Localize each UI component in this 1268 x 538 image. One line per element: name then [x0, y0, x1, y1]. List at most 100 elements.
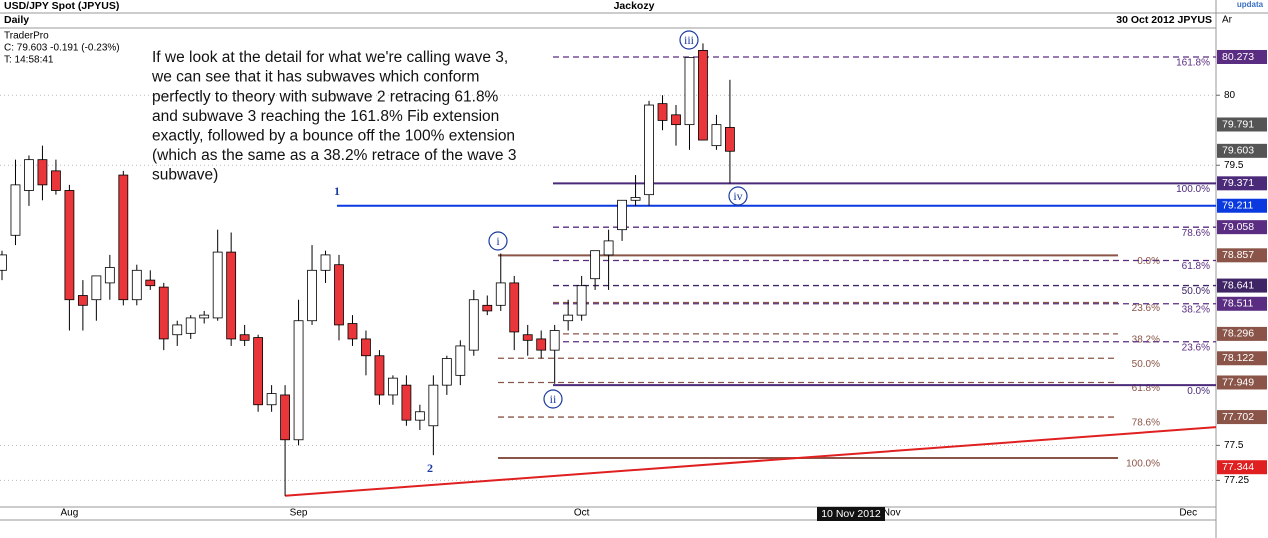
price-box — [1217, 351, 1267, 366]
price-box-label: 77.949 — [1222, 376, 1254, 388]
candle-body — [104, 267, 115, 284]
candle-body — [441, 358, 452, 386]
price-box-label: 79.058 — [1222, 221, 1254, 233]
candle-body — [388, 377, 398, 396]
wave-label: 2 — [427, 461, 433, 475]
fib-label: 61.8% — [1132, 383, 1160, 394]
candle-body — [630, 197, 641, 201]
candle-body — [253, 337, 264, 406]
x-tick-label: Oct — [574, 508, 590, 519]
annotation-line: perfectly to theory with subwave 2 retra… — [152, 88, 499, 105]
info-line: TraderPro — [4, 31, 49, 42]
price-box — [1217, 49, 1267, 64]
wave-label: ii — [550, 392, 557, 406]
candle-body — [428, 384, 439, 427]
price-box — [1217, 117, 1267, 132]
price-box-label: 78.641 — [1222, 279, 1254, 291]
price-box-label: 80.273 — [1222, 51, 1254, 63]
candle-body — [671, 114, 681, 126]
candle-body — [118, 174, 129, 301]
annotation-line: If we look at the detail for what we're … — [152, 49, 508, 66]
candle-body — [10, 184, 21, 236]
y-tick-label: 80 — [1224, 90, 1236, 101]
candle-body — [199, 314, 210, 319]
candle-body — [684, 57, 695, 126]
candle-body — [603, 240, 614, 256]
candle-body — [414, 411, 425, 421]
price-box — [1217, 375, 1267, 390]
candle-body — [334, 264, 344, 326]
candle-body — [266, 393, 277, 406]
candle-body — [77, 295, 88, 306]
candle-body — [563, 314, 574, 322]
candle-body — [212, 251, 223, 319]
fib-label: 61.8% — [1182, 261, 1210, 272]
annotation-line: subwave) — [152, 167, 218, 184]
price-box — [1217, 460, 1267, 475]
candle-body — [293, 320, 304, 441]
fib-label: 100.0% — [1176, 184, 1210, 195]
cursor-date: 10 Nov 2012 — [821, 508, 881, 520]
candle-body — [347, 323, 358, 340]
candle-body — [172, 324, 183, 336]
candle-body — [37, 159, 48, 186]
wave-circle — [728, 186, 748, 206]
wave-label: iv — [733, 189, 742, 203]
chart-title: Jackozy — [614, 0, 655, 12]
candles — [0, 43, 735, 496]
price-box-label: 78.296 — [1222, 328, 1254, 340]
annotation-line: exactly, followed by a bounce off the 10… — [152, 127, 515, 144]
fib-label: 50.0% — [1132, 359, 1160, 370]
candle-body — [51, 170, 61, 191]
info-line: C: 79.603 -0.191 (-0.23%) — [4, 43, 120, 54]
fib-label: 0.0% — [1137, 256, 1160, 267]
brand: updata — [1237, 0, 1264, 9]
y-tick-label: 77.25 — [1224, 475, 1249, 486]
fib-label: 23.6% — [1182, 342, 1210, 353]
wave-circle — [679, 30, 699, 50]
price-box — [1217, 278, 1267, 293]
trendline — [285, 426, 1217, 497]
fib-label: 78.6% — [1182, 228, 1210, 239]
candle-body — [468, 299, 479, 351]
wave-label: i — [496, 234, 500, 248]
candle-body — [158, 286, 169, 340]
candle-body — [374, 355, 385, 396]
candle-body — [131, 269, 142, 301]
candle-body — [617, 199, 627, 231]
fib-label: 38.2% — [1132, 335, 1160, 346]
price-box-label: 79.791 — [1222, 118, 1254, 130]
wave-circle — [488, 231, 508, 251]
candle-body — [91, 275, 102, 301]
price-box — [1217, 410, 1267, 425]
candle-body — [657, 103, 668, 121]
candle-body — [509, 282, 520, 333]
candle-body — [644, 104, 654, 196]
price-box-label: 78.857 — [1222, 249, 1254, 261]
candle-body — [549, 330, 560, 351]
candle-body — [455, 345, 466, 376]
instrument: USD/JPY Spot (JPYUS) — [4, 0, 119, 12]
candle-body — [590, 250, 601, 280]
info-block: TraderPro C: 79.603 -0.191 (-0.23%) T: 1… — [4, 31, 120, 66]
price-box-label: 78.511 — [1222, 298, 1253, 310]
fib-label: 50.0% — [1182, 286, 1210, 297]
candle-body — [320, 254, 331, 271]
x-tick-label: Aug — [61, 508, 79, 519]
candle-body — [482, 304, 493, 312]
price-box-label: 79.603 — [1222, 145, 1254, 157]
axis-tag: Ar — [1222, 15, 1233, 26]
candle-body — [725, 127, 735, 152]
fib-label: 100.0% — [1126, 459, 1160, 470]
annotation-line: (which as the same as a 38.2% retrace of… — [152, 147, 516, 164]
x-tick-label: Sep — [290, 508, 308, 519]
candle-body — [536, 338, 547, 351]
candle-body — [185, 317, 196, 334]
date-label: 30 Oct 2012 JPYUS — [1116, 14, 1212, 26]
y-tick-label: 77.5 — [1224, 440, 1244, 451]
price-box — [1217, 220, 1267, 235]
candle-body — [226, 251, 237, 340]
candle-body — [361, 338, 371, 357]
price-box-label: 77.702 — [1222, 411, 1254, 423]
